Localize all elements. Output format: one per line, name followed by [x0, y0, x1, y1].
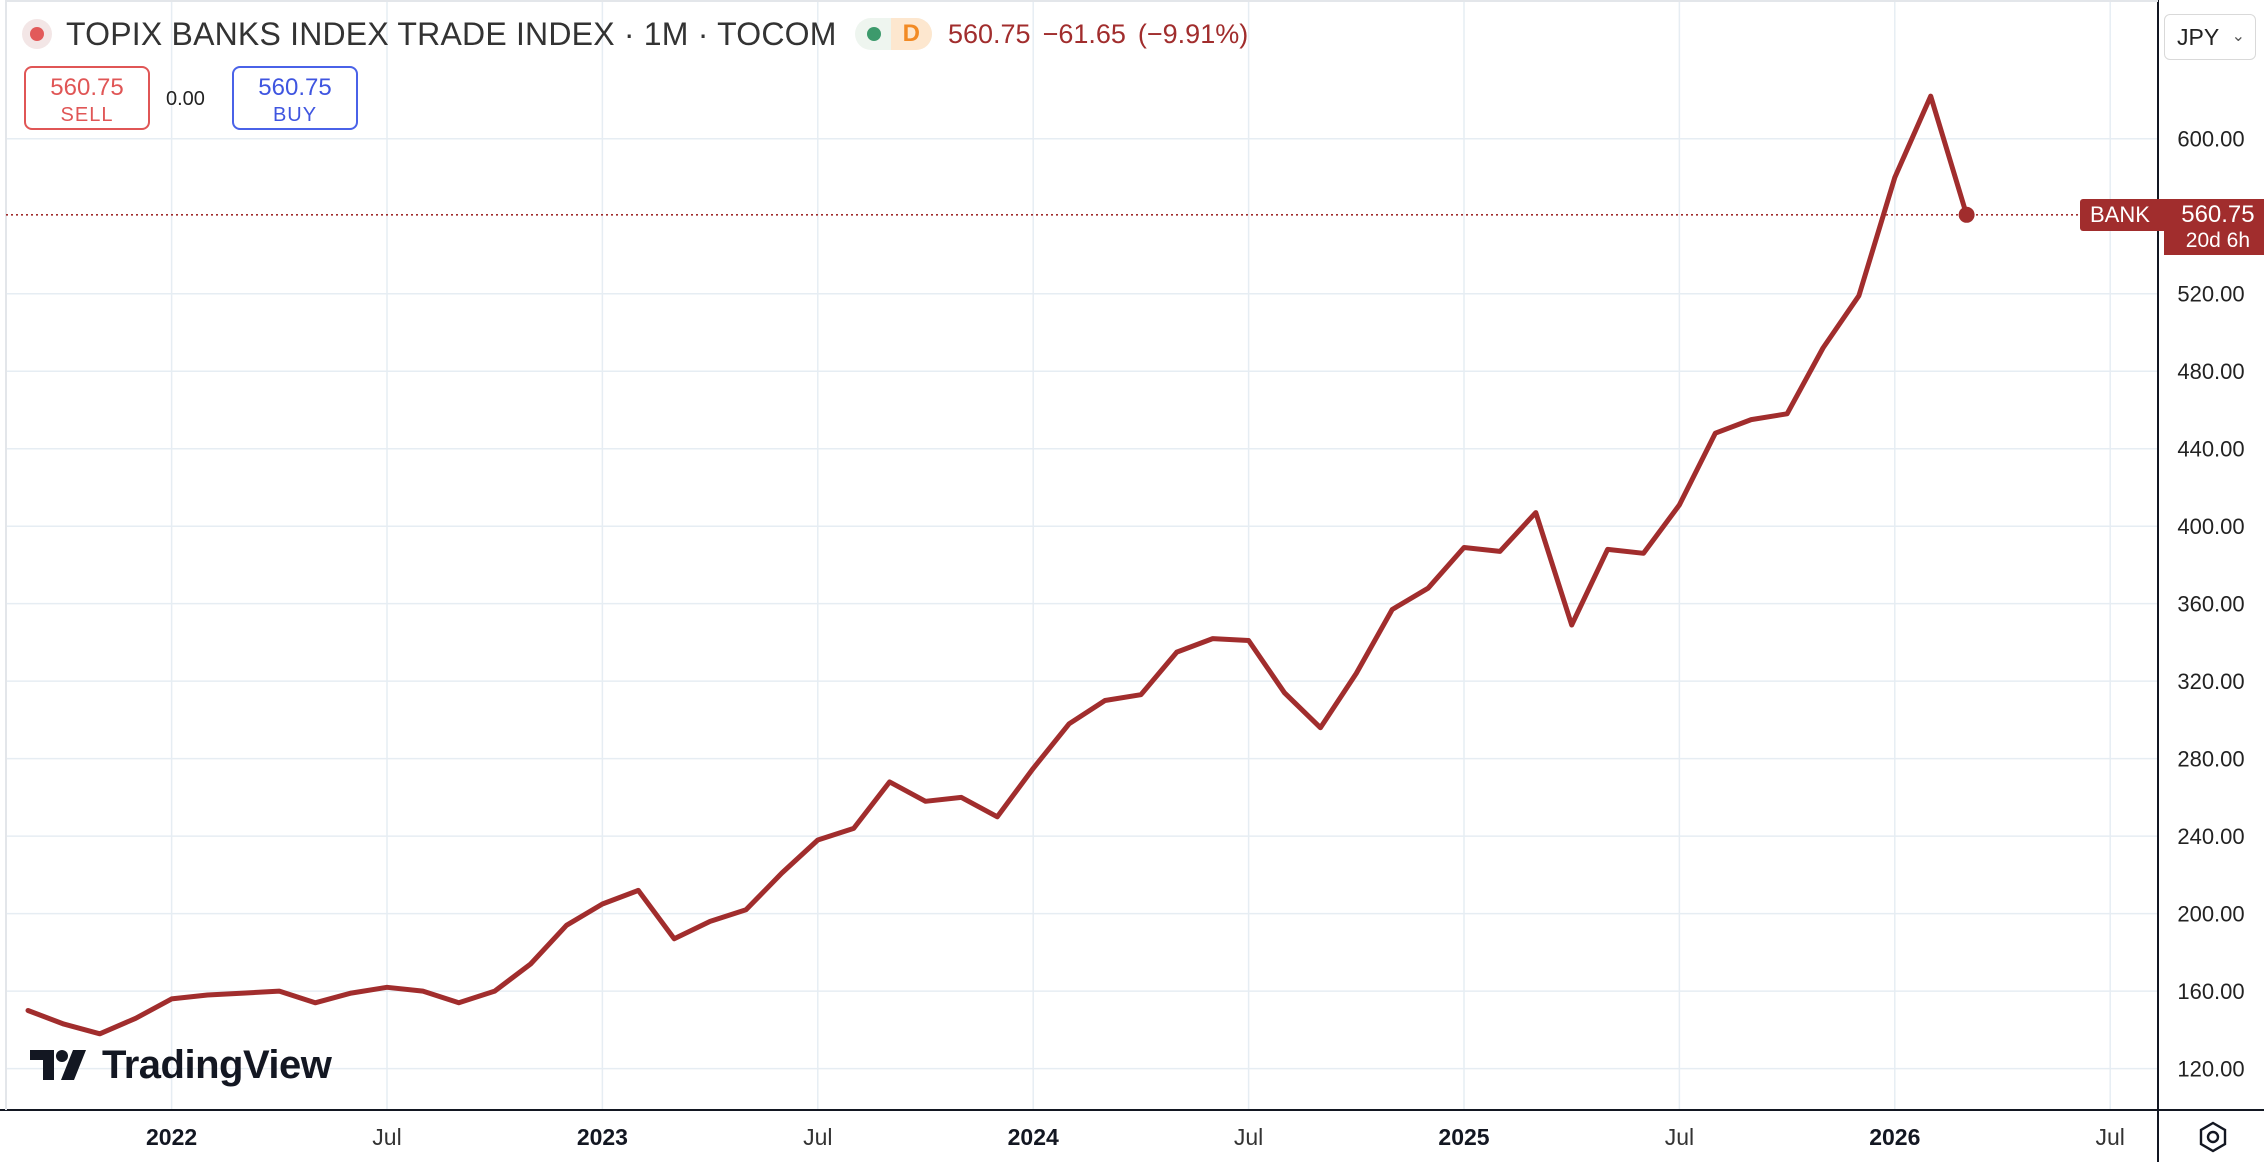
price-series-line [25, 93, 1970, 1037]
x-tick-label: 2026 [1869, 1124, 1920, 1150]
y-axis-labels: 120.00 160.00 200.00 240.00 280.00 320.00 360.… [2177, 127, 2244, 1082]
buy-button[interactable]: 560.75 BUY [232, 66, 358, 130]
symbol-title[interactable]: TOPIX BANKS INDEX TRADE INDEX · 1M · TOC… [66, 15, 837, 52]
currency-label: JPY [2177, 23, 2220, 50]
y-tick-label: 360.00 [2177, 592, 2244, 617]
y-tick-label: 120.00 [2177, 1057, 2244, 1082]
price-tag-value: 560.75 [2181, 200, 2255, 228]
bar-countdown: 20d 6h [2185, 228, 2251, 252]
x-tick-label: Jul [1665, 1124, 1694, 1150]
price-change-percent: (−9.91%) [1137, 18, 1249, 49]
interval-badge: D [890, 18, 932, 50]
price-tag-symbol: BANK [2080, 198, 2164, 231]
y-tick-label: 400.00 [2177, 514, 2244, 539]
buy-label: BUY [272, 104, 318, 126]
chart-grid [6, 0, 2158, 1110]
sell-label: SELL [60, 104, 114, 126]
chart-header: TOPIX BANKS INDEX TRADE INDEX · 1M · TOC… [22, 14, 1260, 54]
x-tick-label: 2022 [146, 1124, 197, 1150]
currency-select[interactable]: JPY ⌄ [2164, 14, 2256, 60]
buy-price: 560.75 [258, 74, 332, 101]
status-pill[interactable]: D [854, 18, 932, 50]
tradingview-logo-text: TradingView [102, 1042, 332, 1087]
price-change: −61.65 [1042, 18, 1126, 49]
y-tick-label: 520.00 [2177, 282, 2244, 307]
y-tick-label: 240.00 [2177, 824, 2244, 849]
last-price: 560.75 [947, 18, 1031, 49]
x-tick-label: 2025 [1438, 1124, 1489, 1150]
y-tick-label: 320.00 [2177, 669, 2244, 694]
settings-icon[interactable] [2196, 1120, 2230, 1154]
x-tick-label: Jul [2095, 1124, 2124, 1150]
y-tick-label: 280.00 [2177, 747, 2244, 772]
x-tick-label: 2023 [577, 1124, 628, 1150]
x-tick-label: Jul [803, 1124, 832, 1150]
price-scale-tag: BANK 560.75 20d 6h [2080, 198, 2264, 255]
last-price-marker [1958, 206, 1975, 223]
y-tick-label: 440.00 [2177, 437, 2244, 462]
chevron-down-icon: ⌄ [2231, 28, 2245, 45]
y-tick-label: 200.00 [2177, 902, 2244, 927]
sell-price: 560.75 [50, 74, 124, 101]
y-tick-label: 600.00 [2177, 127, 2244, 152]
x-tick-label: 2024 [1008, 1124, 1059, 1150]
market-status-icon [866, 27, 881, 41]
header-stats: 560.75 −61.65 (−9.91%) [948, 19, 1260, 50]
x-tick-label: Jul [372, 1124, 401, 1150]
tradingview-logo[interactable]: TradingView [30, 1042, 332, 1088]
x-tick-label: Jul [1234, 1124, 1263, 1150]
y-tick-label: 480.00 [2177, 359, 2244, 384]
tradingview-logo-icon [30, 1050, 86, 1080]
sell-button[interactable]: 560.75 SELL [24, 66, 150, 130]
y-tick-label: 160.00 [2177, 979, 2244, 1004]
red-dot-icon [30, 27, 44, 41]
symbol-icon[interactable] [22, 19, 52, 49]
spread-value: 0.00 [166, 88, 205, 110]
x-axis-labels: 2022 Jul 2023 Jul 2024 Jul 2025 Jul 2026 Jul [146, 1124, 2125, 1150]
